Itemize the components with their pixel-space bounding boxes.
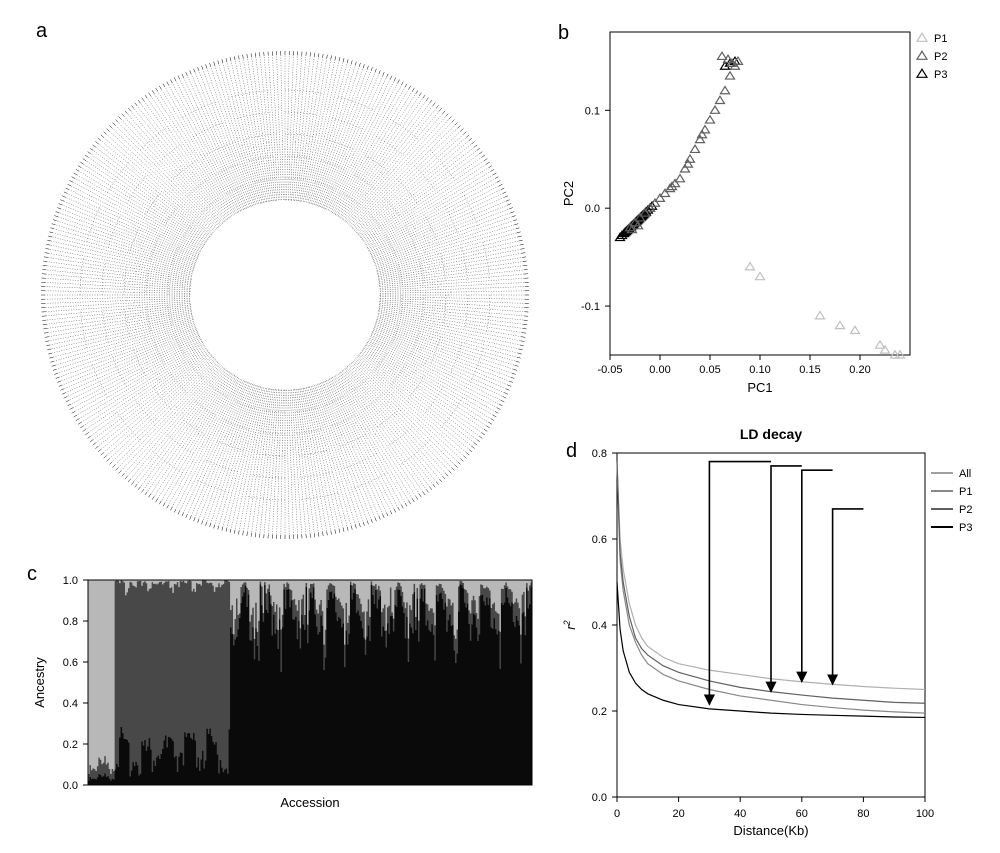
svg-text:0: 0 [614,808,620,820]
svg-text:P2: P2 [959,504,972,516]
panel-a-tree [30,20,540,560]
svg-text:0.2: 0.2 [592,706,607,718]
svg-text:80: 80 [857,808,869,820]
svg-text:20: 20 [672,808,684,820]
svg-text:0.0: 0.0 [592,792,607,804]
svg-text:All: All [959,468,971,480]
svg-text:P3: P3 [959,522,972,534]
svg-text:P3: P3 [934,69,947,81]
svg-text:40: 40 [734,808,746,820]
svg-text:0.0: 0.0 [585,203,600,215]
svg-text:0.00: 0.00 [649,364,670,376]
svg-text:0.1: 0.1 [585,105,600,117]
panel-c-ancestry: 0.0 0.2 0.4 0.6 0.8 1.0 Ancestry Accession [30,575,540,815]
svg-text:0.10: 0.10 [749,364,770,376]
svg-text:1.0: 1.0 [63,575,78,587]
svg-text:0.4: 0.4 [592,620,607,632]
svg-text:Distance(Kb): Distance(Kb) [733,823,808,838]
svg-text:0.8: 0.8 [63,616,78,628]
svg-text:0.15: 0.15 [799,364,820,376]
svg-text:0.05: 0.05 [699,364,720,376]
svg-text:0.6: 0.6 [592,534,607,546]
panel-b-scatter: -0.05 0.00 0.05 0.10 0.15 0.20 -0.1 0.0 0.1 PC1 PC… [555,20,995,400]
svg-text:P1: P1 [959,486,972,498]
svg-text:P1: P1 [934,33,947,45]
svg-text:Ancestry: Ancestry [32,657,47,708]
svg-text:PC1: PC1 [747,380,772,395]
svg-text:r2: r2 [562,620,578,629]
svg-text:0.0: 0.0 [63,780,78,792]
svg-text:PC2: PC2 [561,181,576,206]
svg-text:P2: P2 [934,51,947,63]
svg-text:0.2: 0.2 [63,739,78,751]
svg-text:0.4: 0.4 [63,698,78,710]
svg-text:100: 100 [916,808,934,820]
svg-text:0.8: 0.8 [592,448,607,460]
panel-d-lddecay: LD decay 0 20 40 60 80 100 0.0 0.2 0.4 0.6 0.8 Dista… [555,425,995,845]
svg-text:60: 60 [796,808,808,820]
svg-text:-0.1: -0.1 [581,301,600,313]
svg-text:0.6: 0.6 [63,657,78,669]
svg-text:LD decay: LD decay [740,426,802,442]
svg-text:-0.05: -0.05 [597,364,622,376]
svg-text:0.20: 0.20 [849,364,870,376]
svg-text:Accession: Accession [280,795,339,810]
